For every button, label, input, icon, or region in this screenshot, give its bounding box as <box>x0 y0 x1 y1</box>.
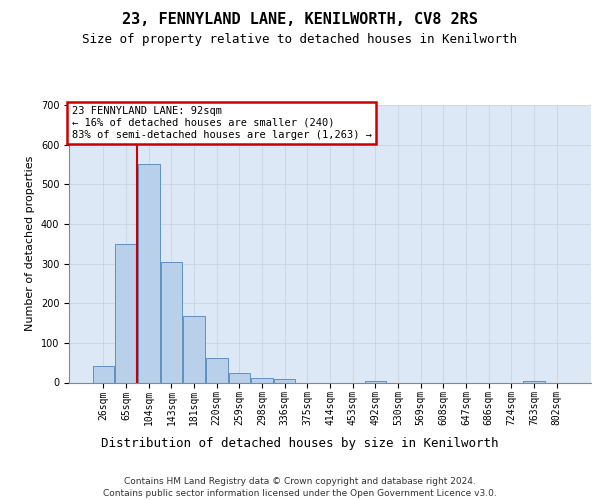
Text: Contains HM Land Registry data © Crown copyright and database right 2024.
Contai: Contains HM Land Registry data © Crown c… <box>103 476 497 498</box>
Bar <box>115 244 137 382</box>
Bar <box>206 358 227 382</box>
Text: 23 FENNYLAND LANE: 92sqm
← 16% of detached houses are smaller (240)
83% of semi-: 23 FENNYLAND LANE: 92sqm ← 16% of detach… <box>71 106 371 140</box>
Text: Distribution of detached houses by size in Kenilworth: Distribution of detached houses by size … <box>101 438 499 450</box>
Text: 23, FENNYLAND LANE, KENILWORTH, CV8 2RS: 23, FENNYLAND LANE, KENILWORTH, CV8 2RS <box>122 12 478 28</box>
Bar <box>138 164 160 382</box>
Bar <box>251 378 273 382</box>
Bar <box>274 380 295 382</box>
Bar <box>229 374 250 382</box>
Bar <box>161 262 182 382</box>
Bar <box>184 316 205 382</box>
Bar <box>365 380 386 382</box>
Bar <box>523 380 545 382</box>
Bar <box>93 366 114 382</box>
Text: Size of property relative to detached houses in Kenilworth: Size of property relative to detached ho… <box>83 32 517 46</box>
Y-axis label: Number of detached properties: Number of detached properties <box>25 156 35 332</box>
